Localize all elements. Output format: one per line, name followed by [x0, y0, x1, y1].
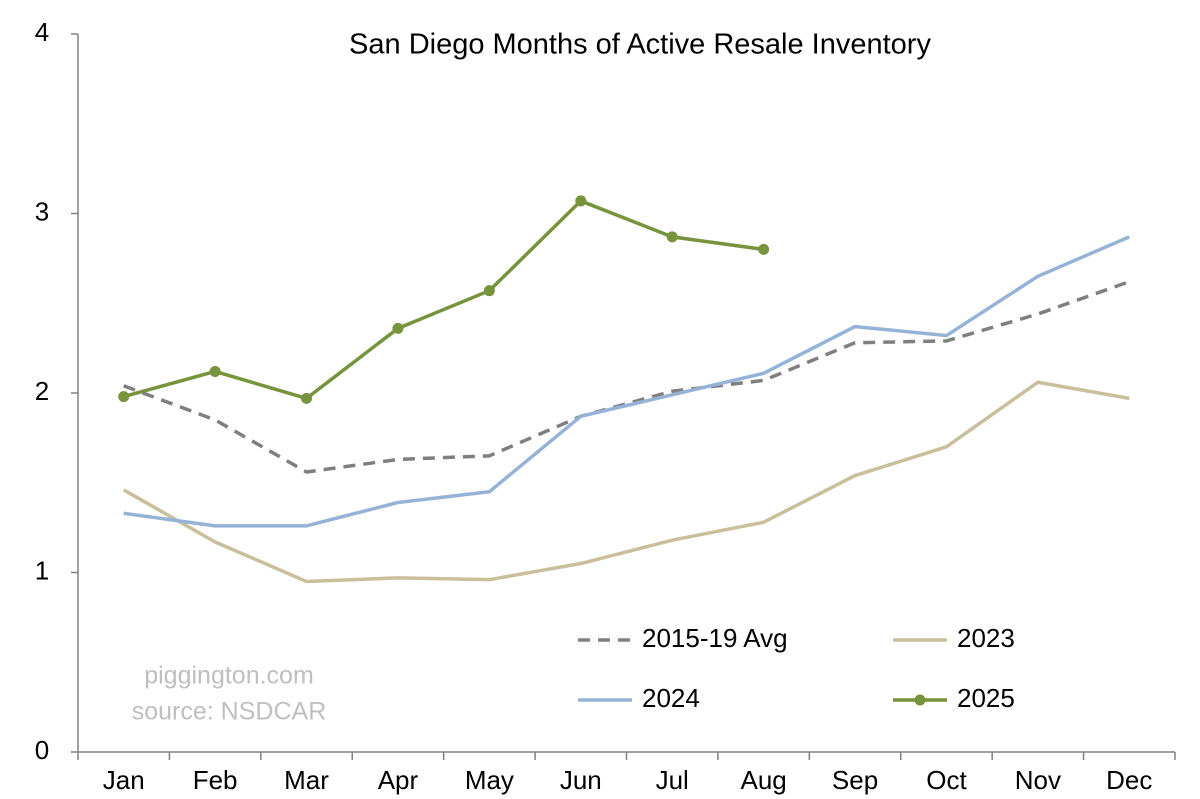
series-line — [123, 235, 1130, 528]
x-tick-label: Feb — [193, 765, 238, 795]
annotation: piggington.com — [144, 662, 314, 690]
x-tick-label: Oct — [926, 765, 967, 795]
y-tick-label: 1 — [35, 555, 49, 585]
chart-title: San Diego Months of Active Resale Invent… — [349, 29, 931, 61]
series-marker — [575, 195, 587, 207]
x-tick-label: Mar — [284, 765, 329, 795]
series-marker — [118, 391, 130, 403]
legend-label: 2025 — [957, 683, 1015, 713]
series-marker — [758, 243, 770, 255]
x-tick-label: Jul — [656, 765, 689, 795]
x-tick-label: Jan — [103, 765, 145, 795]
series-marker — [209, 365, 221, 377]
y-tick-label: 4 — [35, 17, 49, 47]
annotation: source: NSDCAR — [132, 698, 327, 726]
x-tick-label: Aug — [740, 765, 786, 795]
series-marker — [483, 285, 495, 297]
legend-label: 2015-19 Avg — [642, 623, 788, 653]
series-marker — [301, 392, 313, 404]
x-tick-label: May — [465, 765, 514, 795]
y-tick-label: 3 — [35, 196, 49, 226]
x-tick-label: Nov — [1015, 765, 1061, 795]
x-tick-label: Sep — [832, 765, 878, 795]
series-line — [122, 380, 1130, 584]
series-line — [123, 199, 764, 401]
x-tick-label: Jun — [560, 765, 602, 795]
legend-label: 2024 — [642, 683, 700, 713]
y-tick-label: 0 — [35, 735, 49, 765]
legend-label: 2023 — [957, 623, 1015, 653]
x-tick-label: Apr — [378, 765, 419, 795]
series-line — [123, 280, 1130, 474]
series-marker — [666, 231, 678, 243]
y-tick-label: 2 — [35, 376, 49, 406]
legend-marker — [914, 694, 926, 706]
x-tick-label: Dec — [1106, 765, 1152, 795]
series-marker — [392, 322, 404, 334]
